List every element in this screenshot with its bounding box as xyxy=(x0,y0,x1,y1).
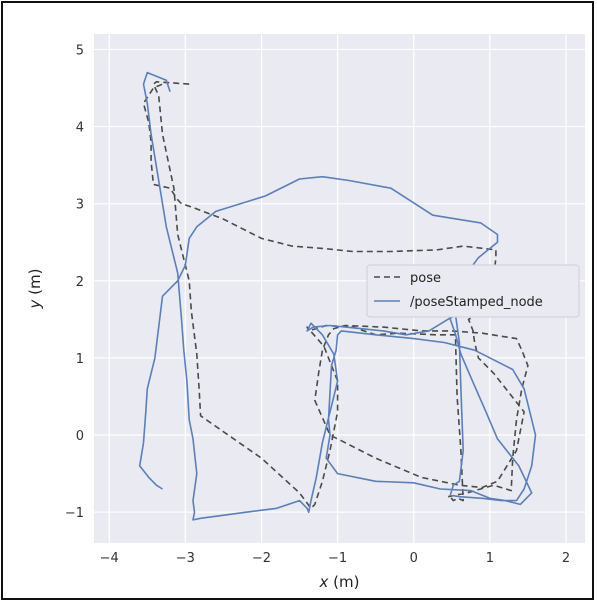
y-axis-label-var: y xyxy=(26,298,44,309)
y-tick-label: 2 xyxy=(76,275,84,290)
x-tick-label: 2 xyxy=(562,551,570,566)
legend-label-posestamped-node: /poseStamped_node xyxy=(410,295,543,310)
x-axis-label: x (m) xyxy=(319,573,360,591)
y-tick-label: 5 xyxy=(76,43,84,58)
x-tick-label: −1 xyxy=(328,551,347,566)
y-tick-labels: −1 0 1 2 3 4 5 xyxy=(65,43,84,521)
series-line-pose xyxy=(142,81,529,510)
y-axis-label: y (m) xyxy=(26,269,44,310)
legend: pose /poseStamped_node xyxy=(366,264,580,318)
x-tick-label: −2 xyxy=(252,551,271,566)
series-line-posestamped-node xyxy=(138,71,537,521)
x-tick-label: −4 xyxy=(100,551,119,566)
x-tick-labels: −4 −3 −2 −1 0 1 2 xyxy=(100,551,570,566)
x-tick-label: 0 xyxy=(410,551,418,566)
series-layer xyxy=(138,71,537,521)
y-tick-label: 4 xyxy=(76,121,84,136)
x-axis-label-var: x xyxy=(319,573,329,591)
y-tick-label: 3 xyxy=(76,198,84,213)
x-tick-label: 1 xyxy=(486,551,494,566)
y-tick-label: 0 xyxy=(76,429,84,444)
y-tick-label: 1 xyxy=(76,352,84,367)
x-tick-label: −3 xyxy=(176,551,195,566)
legend-label-pose: pose xyxy=(410,271,441,286)
y-axis-label-unit: (m) xyxy=(26,269,44,300)
legend-box xyxy=(366,264,580,318)
x-axis-label-unit: (m) xyxy=(328,573,359,591)
y-tick-label: −1 xyxy=(65,506,84,521)
